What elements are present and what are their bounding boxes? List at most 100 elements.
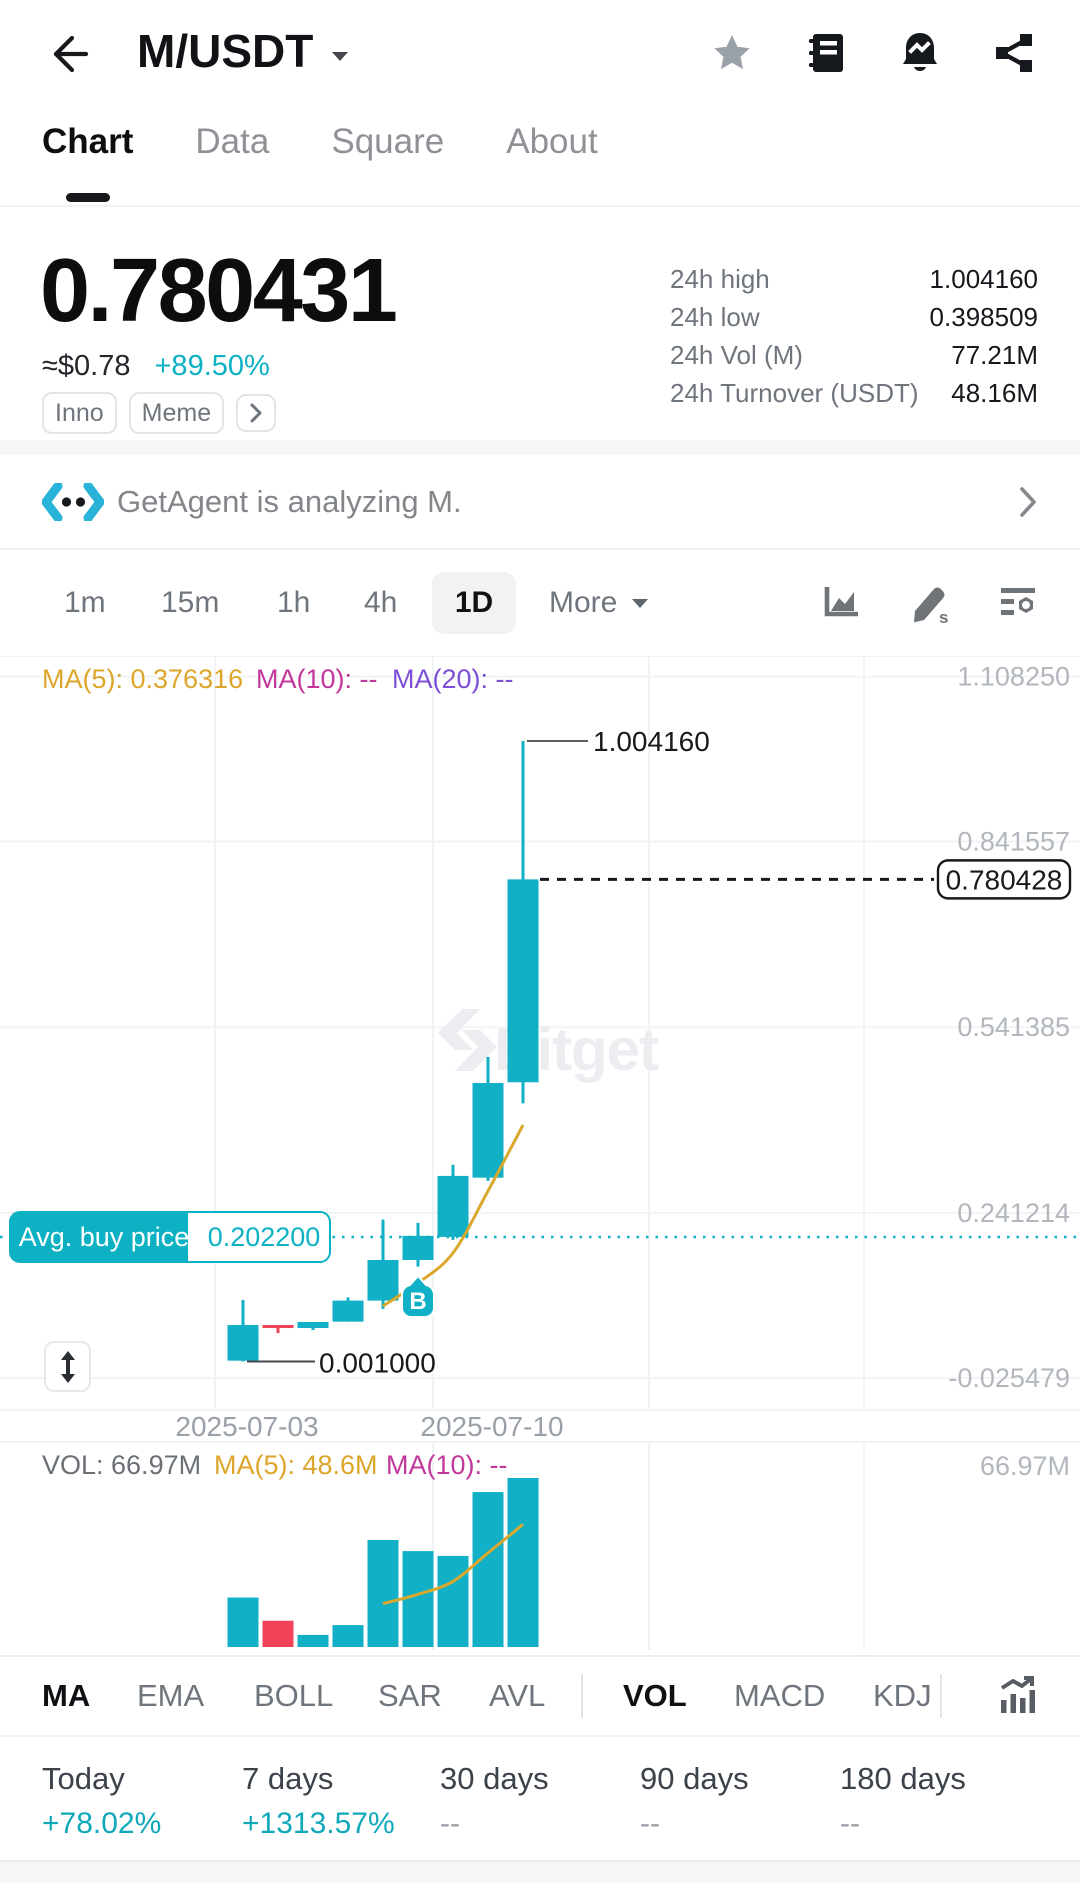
tab-about[interactable]: About bbox=[506, 122, 598, 161]
svg-text:MA(5): 0.376316: MA(5): 0.376316 bbox=[42, 664, 243, 694]
indicator-avl[interactable]: AVL bbox=[489, 1678, 546, 1713]
price-sub-row: ≈$0.78 +89.50% bbox=[42, 350, 270, 383]
divider bbox=[0, 548, 1080, 550]
divider bbox=[940, 1674, 942, 1718]
orderbook-icon[interactable] bbox=[804, 31, 848, 75]
indicator-vol[interactable]: VOL bbox=[623, 1678, 687, 1713]
volume-max-label: 66.97M bbox=[980, 1451, 1070, 1481]
tf-15m[interactable]: 15m bbox=[161, 586, 220, 619]
chart-style-icon[interactable] bbox=[822, 583, 862, 623]
tf-more-dropdown[interactable]: More bbox=[549, 586, 651, 620]
fiat-price: ≈$0.78 bbox=[42, 350, 131, 382]
chevron-down-icon bbox=[332, 52, 349, 61]
token-badges: Inno Meme bbox=[42, 392, 277, 434]
performance-section: Today +78.02% 7 days +1313.57% 30 days -… bbox=[0, 1735, 1080, 1860]
volume-chart-canvas[interactable]: VOL: 66.97M MA(5): 48.6M MA(10): -- 66.97M bbox=[0, 1443, 1080, 1655]
header: M/USDT bbox=[0, 0, 1080, 108]
indicator-settings-icon[interactable] bbox=[998, 583, 1038, 623]
candles bbox=[227, 741, 539, 1362]
svg-text:0.780428: 0.780428 bbox=[946, 864, 1063, 895]
indicator-kdj[interactable]: KDJ bbox=[873, 1678, 932, 1713]
y-axis-scale-button[interactable] bbox=[44, 1341, 91, 1392]
back-button[interactable] bbox=[40, 26, 96, 82]
chart-grid bbox=[0, 657, 1080, 1410]
indicator-macd[interactable]: MACD bbox=[734, 1678, 826, 1713]
perf-30d: 30 days -- bbox=[440, 1761, 549, 1840]
caret-down-icon bbox=[632, 599, 649, 608]
indicator-ma[interactable]: MA bbox=[42, 1678, 91, 1713]
price-alert-icon[interactable] bbox=[898, 31, 942, 75]
stats-24h: 24h high 1.004160 24h low 0.398509 24h Vol… bbox=[670, 260, 1038, 412]
svg-text:0.241214: 0.241214 bbox=[957, 1198, 1070, 1228]
svg-text:VOL: 66.97M: VOL: 66.97M bbox=[42, 1450, 201, 1480]
volume-legend: VOL: 66.97M MA(5): 48.6M MA(10): -- bbox=[42, 1450, 508, 1480]
svg-text:0.541385: 0.541385 bbox=[957, 1012, 1070, 1042]
tab-square[interactable]: Square bbox=[331, 122, 445, 161]
low-price-annotation: 0.001000 bbox=[319, 1347, 436, 1378]
tabs-divider bbox=[0, 205, 1080, 207]
svg-text:s: s bbox=[939, 608, 948, 624]
badge-meme[interactable]: Meme bbox=[128, 392, 225, 434]
tab-data[interactable]: Data bbox=[195, 122, 270, 161]
tf-1d[interactable]: 1D bbox=[432, 572, 516, 634]
tf-1h[interactable]: 1h bbox=[277, 586, 311, 619]
ma-legend: MA(5): 0.376316 MA(10): -- MA(20): -- bbox=[42, 664, 514, 694]
updown-arrows-icon bbox=[60, 1350, 75, 1383]
back-arrow-icon bbox=[53, 35, 89, 73]
divider bbox=[581, 1674, 583, 1718]
svg-text:0.841557: 0.841557 bbox=[957, 827, 1070, 857]
pair-selector[interactable]: M/USDT bbox=[137, 24, 351, 78]
last-price: 0.780431 bbox=[40, 241, 398, 341]
stat-row-turnover: 24h Turnover (USDT) 48.16M bbox=[670, 377, 1038, 408]
svg-text:2025-07-03: 2025-07-03 bbox=[175, 1411, 318, 1441]
tab-bar: Chart Data Square About bbox=[42, 122, 598, 202]
svg-text:Avg. buy price: Avg. buy price bbox=[19, 1222, 190, 1252]
svg-text:B: B bbox=[409, 1288, 426, 1315]
svg-text:MA(10): --: MA(10): -- bbox=[256, 664, 378, 694]
volume-bars bbox=[227, 1478, 539, 1647]
header-actions bbox=[710, 31, 1036, 75]
indicator-chart-icon[interactable] bbox=[998, 1676, 1036, 1716]
svg-text:-0.025479: -0.025479 bbox=[948, 1363, 1070, 1393]
volume-pane[interactable]: VOL: 66.97M MA(5): 48.6M MA(10): -- 66.97M bbox=[0, 1441, 1080, 1655]
indicator-sar[interactable]: SAR bbox=[378, 1678, 442, 1713]
indicator-ema[interactable]: EMA bbox=[137, 1678, 205, 1713]
indicator-boll[interactable]: BOLL bbox=[254, 1678, 334, 1713]
badges-more-button[interactable] bbox=[236, 394, 277, 432]
bottom-sheet-divider bbox=[0, 1860, 1080, 1883]
chevron-right-icon bbox=[1020, 486, 1036, 517]
chevron-right-icon bbox=[250, 403, 262, 423]
indicator-bar: MA EMA BOLL SAR AVL VOL MACD KDJ bbox=[0, 1655, 1080, 1735]
buy-order-marker[interactable]: B bbox=[400, 1274, 436, 1318]
stat-row-high: 24h high 1.004160 bbox=[670, 263, 1038, 294]
high-price-annotation: 1.004160 bbox=[593, 726, 710, 757]
perf-90d: 90 days -- bbox=[640, 1761, 749, 1840]
badge-inno[interactable]: Inno bbox=[42, 392, 117, 434]
perf-180d: 180 days -- bbox=[840, 1761, 966, 1840]
svg-text:2025-07-10: 2025-07-10 bbox=[420, 1411, 563, 1441]
tab-chart[interactable]: Chart bbox=[42, 122, 133, 202]
share-icon[interactable] bbox=[992, 31, 1036, 75]
timeframe-bar: 1m 15m 1h 4h 1D More s bbox=[0, 550, 1080, 656]
tf-1m[interactable]: 1m bbox=[64, 586, 106, 619]
getagent-logo-icon bbox=[42, 482, 104, 521]
price-chart[interactable]: Bitget 1.004160 0.001000 0.780428 Avg. buy p… bbox=[0, 657, 1080, 1442]
section-divider-band bbox=[0, 440, 1080, 455]
favorite-star-icon[interactable] bbox=[710, 31, 754, 75]
getagent-text: GetAgent is analyzing M. bbox=[117, 483, 462, 519]
stat-row-vol: 24h Vol (M) 77.21M bbox=[670, 339, 1038, 370]
svg-text:0.202200: 0.202200 bbox=[208, 1222, 321, 1252]
chart-toolbar-icons: s bbox=[822, 582, 1038, 624]
svg-text:MA(5): 48.6M: MA(5): 48.6M bbox=[214, 1450, 378, 1480]
x-axis-labels: 2025-07-03 2025-07-10 bbox=[175, 1411, 563, 1442]
price-chart-canvas[interactable]: Bitget 1.004160 0.001000 0.780428 Avg. buy p… bbox=[0, 657, 1080, 1442]
tf-4h[interactable]: 4h bbox=[364, 586, 398, 619]
y-axis-labels: 1.108250 0.841557 0.541385 0.241214 -0.02547… bbox=[948, 662, 1070, 1393]
divider bbox=[0, 656, 1080, 657]
perf-today: Today +78.02% bbox=[42, 1761, 162, 1840]
stat-row-low: 24h low 0.398509 bbox=[670, 301, 1038, 332]
draw-icon[interactable]: s bbox=[909, 582, 951, 624]
avg-buy-price-label[interactable]: Avg. buy price 0.202200 bbox=[9, 1211, 331, 1264]
getagent-banner[interactable]: GetAgent is analyzing M. bbox=[0, 455, 1080, 548]
